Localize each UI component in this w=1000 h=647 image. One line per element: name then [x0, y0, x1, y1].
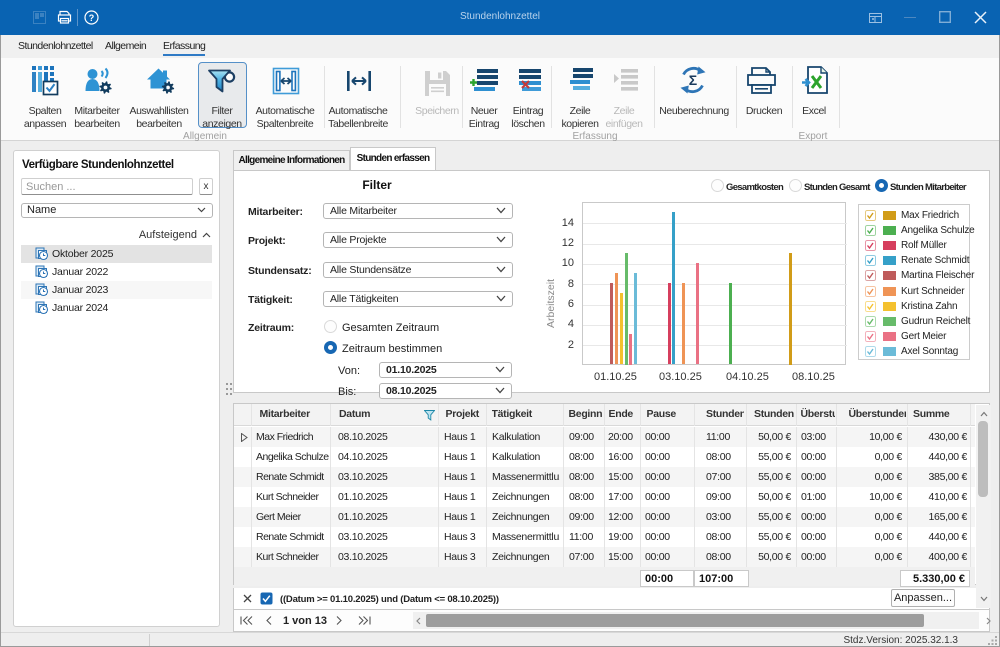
svg-text:Σ: Σ	[689, 72, 697, 88]
svg-text:?: ?	[89, 13, 95, 23]
